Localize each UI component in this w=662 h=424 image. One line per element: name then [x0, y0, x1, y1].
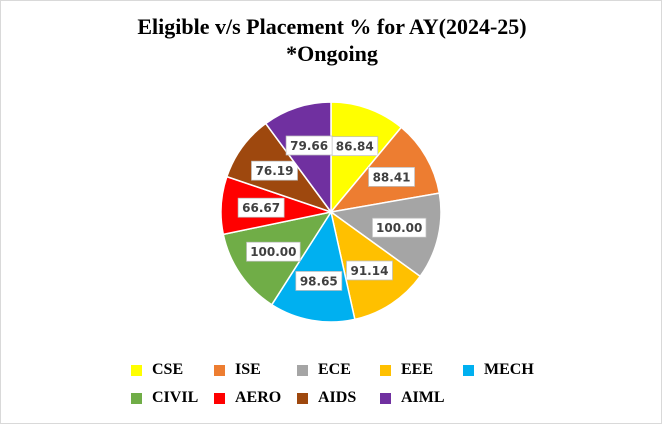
- data-label-aero: 66.67: [237, 197, 285, 218]
- legend-item-aids: AIDS: [297, 388, 356, 408]
- data-label-civil: 100.00: [246, 241, 301, 262]
- legend-swatch: [214, 364, 225, 376]
- data-label-text: 66.67: [242, 201, 280, 215]
- data-label-ise: 88.41: [368, 167, 415, 187]
- data-label-text: 98.65: [300, 274, 338, 288]
- data-label-text: 88.41: [373, 170, 411, 184]
- legend-swatch: [297, 364, 308, 376]
- data-label-text: 76.19: [256, 164, 294, 178]
- legend-label: CSE: [152, 361, 184, 378]
- legend-swatch: [380, 392, 391, 404]
- data-label-text: 100.00: [376, 221, 422, 235]
- legend-item-aiml: AIML: [380, 388, 445, 408]
- data-label-text: 86.84: [336, 140, 374, 154]
- legend-item-cse: CSE: [131, 360, 183, 380]
- legend-item-aero: AERO: [214, 388, 281, 408]
- legend-swatch: [131, 364, 142, 376]
- legend-item-eee: EEE: [380, 360, 433, 380]
- legend-swatch: [297, 392, 308, 404]
- legend-label: ISE: [235, 361, 261, 378]
- legend-swatch: [131, 392, 142, 404]
- legend-label: ECE: [318, 361, 351, 378]
- legend-item-ece: ECE: [297, 360, 351, 380]
- legend-item-mech: MECH: [463, 360, 534, 380]
- legend-label: AIML: [401, 389, 445, 406]
- data-label-ece: 100.00: [372, 217, 427, 238]
- data-label-text: 91.14: [350, 264, 388, 278]
- pie-slice-aiml: [264, 101, 332, 215]
- legend-label: CIVIL: [152, 389, 199, 406]
- pie-slice-cse: [330, 101, 403, 215]
- legend-swatch: [214, 392, 225, 404]
- legend-label: MECH: [484, 361, 534, 378]
- chart-title-block: Eligible v/s Placement % for AY(2024-25)…: [1, 13, 662, 67]
- data-label-text: 100.00: [250, 245, 296, 259]
- data-label-eee: 91.14: [346, 260, 393, 281]
- pie-slice-mech: [270, 210, 356, 323]
- legend-label: EEE: [401, 361, 434, 378]
- legend-label: AIDS: [318, 389, 357, 406]
- data-label-text: 79.66: [290, 139, 328, 153]
- data-label-mech: 98.65: [295, 271, 343, 291]
- data-label-cse: 86.84: [331, 136, 379, 157]
- legend-swatch: [380, 364, 391, 376]
- legend-item-civil: CIVIL: [131, 388, 198, 408]
- chart-title: Eligible v/s Placement % for AY(2024-25): [137, 14, 527, 39]
- data-label-aids: 76.19: [251, 160, 298, 181]
- legend-item-ise: ISE: [214, 360, 261, 380]
- chart-subtitle: *Ongoing: [286, 41, 378, 66]
- data-label-aiml: 79.66: [285, 135, 333, 156]
- legend-swatch: [463, 364, 474, 376]
- legend-label: AERO: [235, 389, 282, 406]
